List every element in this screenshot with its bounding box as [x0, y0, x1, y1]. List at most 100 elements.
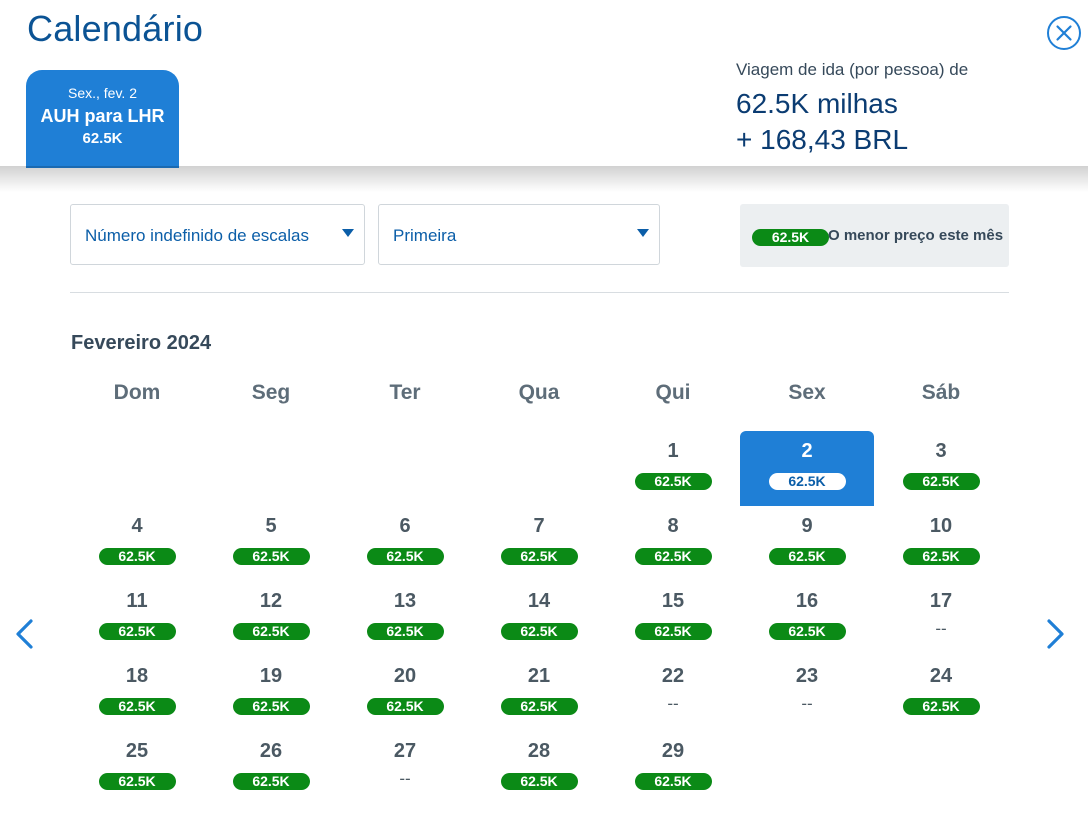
calendar-day-22[interactable]: 22 --: [606, 656, 740, 731]
calendar-day-17[interactable]: 17 --: [874, 581, 1008, 656]
calendar-day-7[interactable]: 7 62.5K: [472, 506, 606, 581]
day-number: 16: [795, 590, 819, 612]
price-pill: 62.5K: [98, 773, 176, 790]
legend-label: O menor preço este mês: [828, 227, 1004, 244]
calendar-day-12[interactable]: 12 62.5K: [204, 581, 338, 656]
calendar-day-21[interactable]: 21 62.5K: [472, 656, 606, 731]
calendar-day-8[interactable]: 8 62.5K: [606, 506, 740, 581]
price-pill-wrap: 62.5K: [204, 773, 338, 790]
calendar-day-27[interactable]: 27 --: [338, 731, 472, 806]
no-price-dash: --: [399, 769, 411, 788]
caret-down-icon: [342, 229, 354, 237]
calendar-day-4[interactable]: 4 62.5K: [70, 506, 204, 581]
price-pill-wrap: 62.5K: [338, 698, 472, 715]
price-pill: 62.5K: [902, 473, 980, 490]
price-pill: 62.5K: [768, 548, 846, 565]
legend-price-pill: 62.5K: [752, 229, 829, 246]
day-number: 25: [125, 740, 149, 762]
calendar-day-15[interactable]: 15 62.5K: [606, 581, 740, 656]
day-number: 21: [527, 665, 551, 687]
day-number: 6: [399, 515, 411, 537]
calendar-day-10[interactable]: 10 62.5K: [874, 506, 1008, 581]
price-pill: 62.5K: [902, 698, 980, 715]
day-number: 20: [393, 665, 417, 687]
calendar-day-14[interactable]: 14 62.5K: [472, 581, 606, 656]
price-pill-wrap: 62.5K: [472, 698, 606, 715]
price-pill: 62.5K: [500, 773, 578, 790]
price-miles: 62.5K milhas: [736, 88, 898, 119]
price-pill-wrap: 62.5K: [606, 773, 740, 790]
stops-select-value: Número indefinido de escalas: [85, 226, 309, 245]
price-pill-wrap: 62.5K: [740, 473, 874, 490]
header-shadow: [0, 166, 1088, 192]
price-pill: 62.5K: [768, 623, 846, 640]
price-summary: Viagem de ida (por pessoa) de 62.5K milh…: [736, 60, 968, 156]
price-pill: 62.5K: [232, 773, 310, 790]
day-number: 23: [795, 665, 819, 687]
calendar-day-25[interactable]: 25 62.5K: [70, 731, 204, 806]
calendar-day-1[interactable]: 1 62.5K: [606, 431, 740, 506]
cabin-select[interactable]: Primeira: [378, 204, 660, 265]
day-number: 3: [935, 440, 947, 462]
price-pill-wrap: 62.5K: [70, 773, 204, 790]
no-price-dash: --: [935, 619, 947, 638]
price-pill-wrap: 62.5K: [204, 548, 338, 565]
prev-month-button[interactable]: [10, 617, 40, 651]
calendar-grid: 1 62.5K 2 62.5K 3 62.5K 4 62.5K 5 62.5K 6 62.5K 7 62.…: [70, 431, 1009, 806]
price-pill: 62.5K: [768, 473, 846, 490]
calendar-day-29[interactable]: 29 62.5K: [606, 731, 740, 806]
day-number: 19: [259, 665, 283, 687]
price-pill: 62.5K: [634, 473, 712, 490]
calendar-day-28[interactable]: 28 62.5K: [472, 731, 606, 806]
price-pill-wrap: 62.5K: [472, 773, 606, 790]
calendar-day-3[interactable]: 3 62.5K: [874, 431, 1008, 506]
price-pill-wrap: 62.5K: [472, 623, 606, 640]
calendar-day-13[interactable]: 13 62.5K: [338, 581, 472, 656]
calendar-day-20[interactable]: 20 62.5K: [338, 656, 472, 731]
price-pill-wrap: 62.5K: [606, 623, 740, 640]
day-number: 13: [393, 590, 417, 612]
chevron-right-icon[interactable]: [1040, 617, 1070, 651]
page-title: Calendário: [27, 8, 204, 49]
calendar-day-6[interactable]: 6 62.5K: [338, 506, 472, 581]
calendar-day-9[interactable]: 9 62.5K: [740, 506, 874, 581]
next-month-button[interactable]: [1040, 617, 1070, 651]
price-pill-wrap: 62.5K: [874, 473, 1008, 490]
stops-select[interactable]: Número indefinido de escalas: [70, 204, 365, 265]
lowest-price-legend: 62.5K O menor preço este mês: [740, 204, 1009, 267]
chevron-left-icon[interactable]: [10, 617, 40, 651]
day-number: 2: [801, 440, 813, 462]
close-circle-icon[interactable]: [1046, 15, 1082, 51]
calendar-day-5[interactable]: 5 62.5K: [204, 506, 338, 581]
calendar-day-18[interactable]: 18 62.5K: [70, 656, 204, 731]
day-number: 8: [667, 515, 679, 537]
flight-tab-route: AUH para LHR: [40, 106, 165, 126]
calendar-day-11[interactable]: 11 62.5K: [70, 581, 204, 656]
price-pill-wrap: 62.5K: [606, 548, 740, 565]
calendar-day-19[interactable]: 19 62.5K: [204, 656, 338, 731]
calendar-day-16[interactable]: 16 62.5K: [740, 581, 874, 656]
price-pill: 62.5K: [366, 698, 444, 715]
price-pill-wrap: 62.5K: [472, 548, 606, 565]
weekday-qua: Qua: [518, 381, 560, 404]
price-pill-wrap: 62.5K: [740, 548, 874, 565]
price-pill: 62.5K: [366, 623, 444, 640]
price-pill-wrap: 62.5K: [338, 623, 472, 640]
flight-tab-auh-lhr[interactable]: Sex., fev. 2 AUH para LHR 62.5K: [26, 70, 179, 168]
calendar-day-26[interactable]: 26 62.5K: [204, 731, 338, 806]
price-pill-wrap: 62.5K: [70, 623, 204, 640]
price-pill-wrap: 62.5K: [70, 548, 204, 565]
calendar-day-24[interactable]: 24 62.5K: [874, 656, 1008, 731]
weekday-header: Dom Seg Ter Qua Qui Sex Sáb: [70, 381, 1009, 411]
close-button[interactable]: [1046, 15, 1082, 51]
divider: [70, 292, 1009, 293]
price-brl: + 168,43 BRL: [736, 124, 909, 155]
calendar-day-23[interactable]: 23 --: [740, 656, 874, 731]
price-pill-wrap: 62.5K: [606, 473, 740, 490]
flight-tab-date: Sex., fev. 2: [68, 85, 137, 101]
day-number: 1: [667, 440, 679, 462]
calendar-day-2[interactable]: 2 62.5K: [740, 431, 874, 506]
day-number: 26: [259, 740, 283, 762]
day-number: 5: [265, 515, 277, 537]
price-pill: 62.5K: [500, 698, 578, 715]
